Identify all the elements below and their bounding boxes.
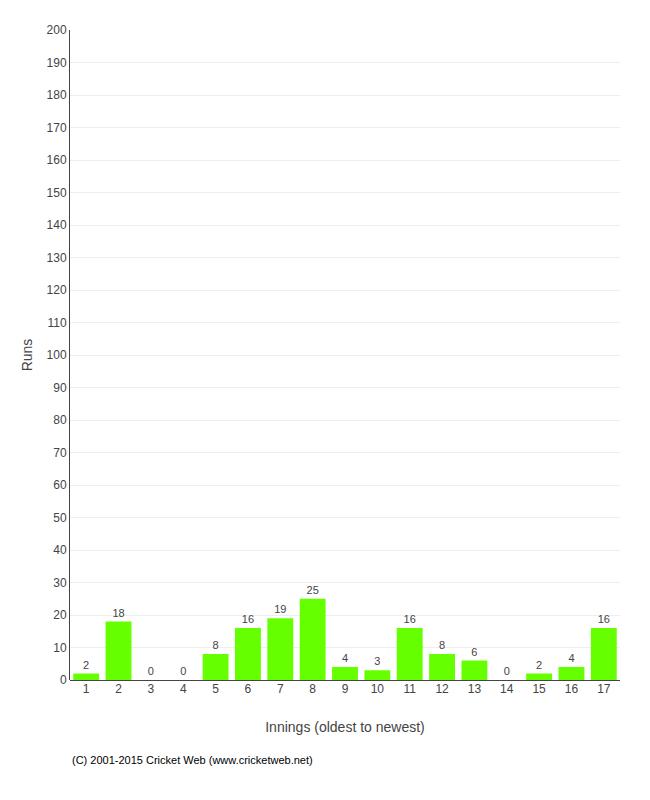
svg-text:30: 30 xyxy=(53,576,67,590)
svg-text:13: 13 xyxy=(468,682,482,696)
svg-text:100: 100 xyxy=(47,348,67,362)
svg-text:3: 3 xyxy=(374,655,380,667)
svg-text:16: 16 xyxy=(242,613,254,625)
svg-text:(C) 2001-2015 Cricket Web (www: (C) 2001-2015 Cricket Web (www.cricketwe… xyxy=(72,754,313,766)
svg-text:140: 140 xyxy=(47,218,67,232)
svg-text:17: 17 xyxy=(597,682,611,696)
svg-text:90: 90 xyxy=(53,381,67,395)
svg-text:50: 50 xyxy=(53,511,67,525)
svg-text:6: 6 xyxy=(245,682,252,696)
svg-text:130: 130 xyxy=(47,251,67,265)
svg-text:19: 19 xyxy=(274,603,286,615)
svg-text:80: 80 xyxy=(53,413,67,427)
svg-text:5: 5 xyxy=(212,682,219,696)
svg-text:8: 8 xyxy=(309,682,316,696)
svg-text:2: 2 xyxy=(536,659,542,671)
svg-text:0: 0 xyxy=(180,665,186,677)
svg-text:16: 16 xyxy=(598,613,610,625)
svg-text:15: 15 xyxy=(532,682,546,696)
svg-text:70: 70 xyxy=(53,446,67,460)
svg-text:16: 16 xyxy=(565,682,579,696)
svg-text:10: 10 xyxy=(53,641,67,655)
svg-text:0: 0 xyxy=(148,665,154,677)
svg-text:4: 4 xyxy=(180,682,187,696)
svg-text:25: 25 xyxy=(307,584,319,596)
svg-text:10: 10 xyxy=(371,682,385,696)
svg-text:0: 0 xyxy=(60,673,67,687)
svg-text:180: 180 xyxy=(47,88,67,102)
svg-text:200: 200 xyxy=(47,23,67,37)
svg-text:40: 40 xyxy=(53,543,67,557)
svg-text:7: 7 xyxy=(277,682,284,696)
svg-text:4: 4 xyxy=(342,652,348,664)
svg-text:20: 20 xyxy=(53,608,67,622)
svg-text:120: 120 xyxy=(47,283,67,297)
svg-text:170: 170 xyxy=(47,121,67,135)
svg-text:3: 3 xyxy=(148,682,155,696)
svg-text:14: 14 xyxy=(500,682,514,696)
svg-text:2: 2 xyxy=(83,659,89,671)
svg-text:160: 160 xyxy=(47,153,67,167)
svg-text:60: 60 xyxy=(53,478,67,492)
svg-text:0: 0 xyxy=(504,665,510,677)
svg-text:11: 11 xyxy=(403,682,416,696)
svg-text:6: 6 xyxy=(471,646,477,658)
svg-text:190: 190 xyxy=(47,56,67,70)
svg-text:8: 8 xyxy=(439,639,445,651)
svg-text:110: 110 xyxy=(47,316,66,330)
svg-text:2: 2 xyxy=(115,682,122,696)
svg-text:Innings (oldest to newest): Innings (oldest to newest) xyxy=(265,719,425,735)
svg-text:18: 18 xyxy=(112,607,124,619)
svg-text:150: 150 xyxy=(47,186,67,200)
svg-text:16: 16 xyxy=(404,613,416,625)
svg-text:9: 9 xyxy=(342,682,349,696)
svg-text:8: 8 xyxy=(213,639,219,651)
svg-text:4: 4 xyxy=(568,652,574,664)
svg-text:1: 1 xyxy=(83,682,90,696)
svg-text:Runs: Runs xyxy=(19,339,35,372)
svg-text:12: 12 xyxy=(435,682,449,696)
